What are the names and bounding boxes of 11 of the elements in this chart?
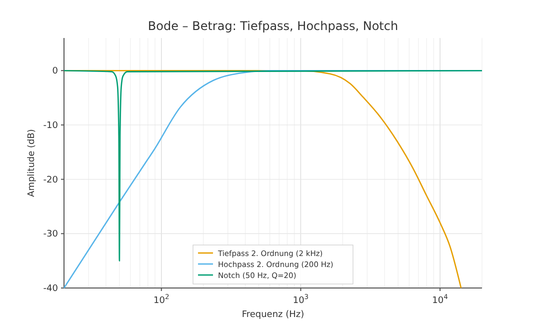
y-tick-label: -10: [43, 120, 58, 131]
y-tick-label: 0: [52, 66, 58, 77]
y-tick-label: -30: [43, 230, 58, 240]
y-tick-label: -20: [43, 175, 58, 186]
chart-title: Bode – Betrag: Tiefpass, Hochpass, Notch: [148, 19, 398, 33]
x-tick-label: 10$^{3}$: [292, 293, 309, 306]
y-axis-title: Amplitude (dB): [27, 129, 37, 197]
y-tick-label: -40: [43, 284, 58, 294]
x-tick-label: 10$^{2}$: [154, 293, 170, 306]
x-tick-label: 10$^{4}$: [432, 293, 448, 306]
x-axis-title: Frequenz (Hz): [242, 310, 304, 320]
